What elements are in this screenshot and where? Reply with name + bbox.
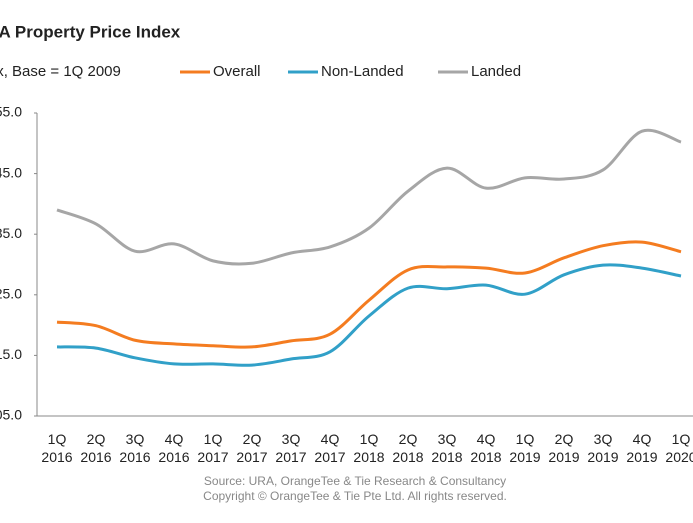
chart-subtitle: Index, Base = 1Q 2009 xyxy=(0,63,121,80)
y-tick-label: 135.0 xyxy=(0,225,22,241)
x-tick-label: 1Q 2019 xyxy=(509,431,541,465)
x-tick-label: 2Q 2016 xyxy=(80,431,112,465)
copyright: Copyright © OrangeTee & Tie Pte Ltd. All… xyxy=(203,489,507,503)
line xyxy=(56,263,682,367)
y-tick-label: 145.0 xyxy=(0,164,22,180)
y-tick-label: 125.0 xyxy=(0,286,22,302)
y-tick-label: 115.0 xyxy=(0,346,22,362)
x-tick-label: 2Q 2019 xyxy=(548,431,580,465)
x-tick-label: 2Q 2018 xyxy=(392,431,424,465)
x-tick-label: 4Q 2017 xyxy=(314,431,346,465)
x-tick-label: 1Q 2016 xyxy=(41,431,73,465)
x-tick-label: 4Q 2019 xyxy=(626,431,658,465)
x-tick-label: 4Q 2016 xyxy=(158,431,190,465)
y-tick-label: 105.0 xyxy=(0,407,22,423)
x-tick-label: 2Q 2017 xyxy=(236,431,268,465)
source: Source: URA, OrangeTee & Tie Research & … xyxy=(204,474,506,488)
x-tick-label: 3Q 2016 xyxy=(119,431,151,465)
y-tick-label: 155.0 xyxy=(0,104,22,120)
legend-label: Landed xyxy=(471,63,521,80)
chart-title: URA Property Price Index xyxy=(0,22,181,41)
x-tick-label: 1Q 2018 xyxy=(353,431,385,465)
x-tick-label: 3Q 2019 xyxy=(587,431,619,465)
x-tick-label: 1Q 2017 xyxy=(197,431,229,465)
x-tick-label: 3Q 2017 xyxy=(275,431,307,465)
x-tick-label: 3Q 2018 xyxy=(431,431,463,465)
legend-label: Overall xyxy=(213,63,261,80)
x-tick-label: 4Q 2018 xyxy=(470,431,502,465)
line xyxy=(56,128,682,266)
legend-label: Non-Landed xyxy=(321,63,404,80)
line xyxy=(56,240,682,349)
x-tick-label: 1Q 2020 xyxy=(665,431,693,465)
